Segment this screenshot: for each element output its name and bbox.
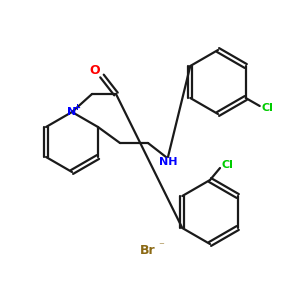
Text: Cl: Cl (262, 103, 274, 113)
Text: +: + (74, 103, 80, 112)
Text: Cl: Cl (221, 160, 233, 170)
Text: N: N (68, 107, 76, 117)
Text: Br: Br (140, 244, 156, 256)
Text: NH: NH (159, 157, 177, 167)
Text: O: O (90, 64, 100, 77)
Text: ⁻: ⁻ (158, 241, 164, 251)
